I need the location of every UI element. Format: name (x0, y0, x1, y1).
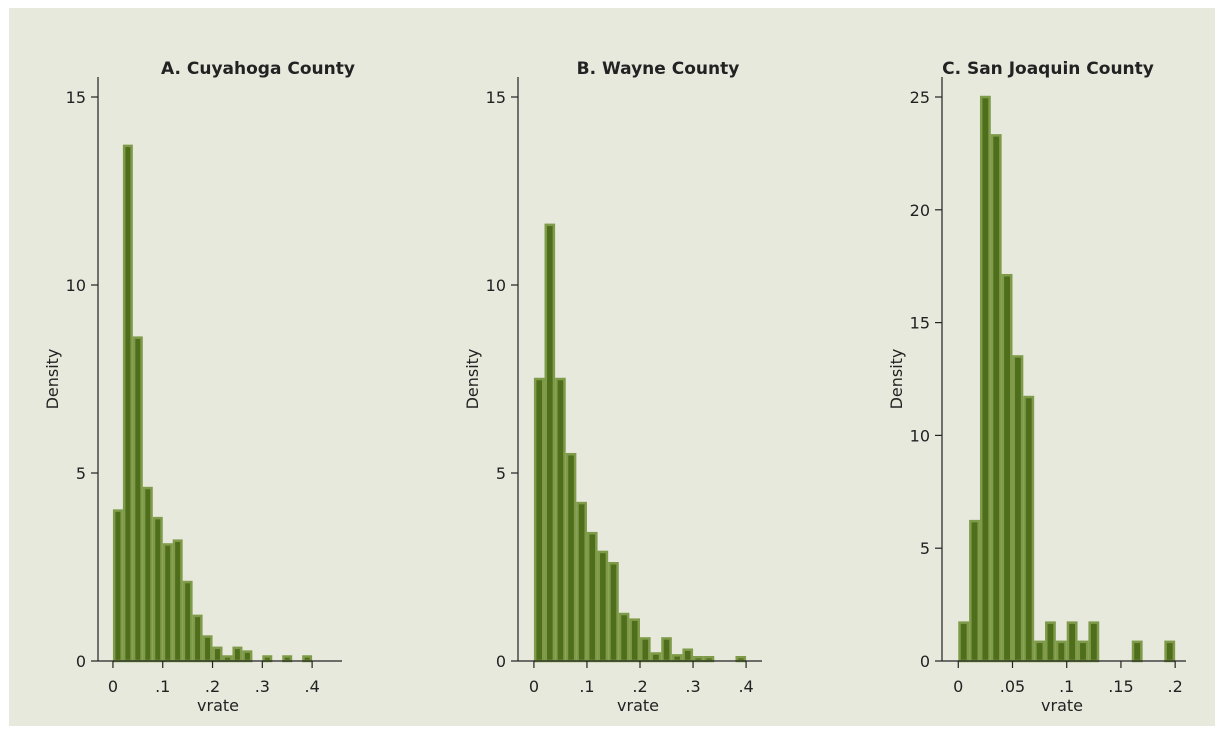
histogram-bar (650, 652, 662, 663)
histogram-bar (192, 614, 203, 663)
x-tick-label: .2 (1168, 677, 1183, 696)
chart-panel-2: B. Wayne County 0 5 10 15 0 .1 .2 .3 .4 vrate Densi… (463, 59, 762, 715)
histogram-bar (1088, 621, 1100, 663)
histogram-bar (1045, 621, 1056, 663)
histogram-bar (1066, 621, 1078, 663)
histogram-bar (1001, 273, 1013, 663)
y-tick-label: 5 (920, 539, 930, 558)
chart-panel-3: C. San Joaquin County 0 5 10 15 20 25 0 .05 .1 .15… (887, 59, 1186, 715)
histogram-bar (958, 621, 970, 663)
x-tick-label: 0 (108, 677, 118, 696)
y-tick-label: 15 (910, 314, 930, 333)
histogram-bar (122, 144, 133, 663)
x-tick-label: .1 (579, 677, 594, 696)
histogram-bar (262, 655, 273, 663)
histogram-bar (142, 486, 153, 663)
histogram-bar (990, 134, 1002, 663)
histogram-bar (969, 519, 980, 663)
histogram-bar (232, 646, 243, 663)
histogram-bar (132, 336, 143, 663)
chart-title: B. Wayne County (577, 59, 740, 79)
histogram-bar (1164, 640, 1176, 663)
y-tick-label: 0 (76, 652, 86, 671)
histogram-bar (202, 635, 213, 663)
histogram-bar (1077, 640, 1089, 663)
histogram-bar (242, 650, 253, 663)
histogram-bar (597, 550, 609, 663)
x-tick-label: .4 (738, 677, 753, 696)
x-tick-label: .4 (304, 677, 319, 696)
histogram-bar (152, 516, 163, 663)
x-tick-label: .2 (632, 677, 647, 696)
x-tick-label: .1 (1059, 677, 1074, 696)
y-tick-label: 25 (910, 88, 930, 107)
histogram-bar (586, 531, 598, 663)
histogram-bar (544, 223, 556, 663)
y-tick-label: 20 (910, 201, 930, 220)
x-axis-label: vrate (197, 696, 239, 715)
histogram-bar (182, 580, 193, 663)
histogram-bar (302, 655, 313, 663)
histogram-bar (212, 646, 223, 663)
histogram-bar (661, 637, 672, 663)
histogram-bar (555, 377, 566, 663)
x-axis-label: vrate (1041, 696, 1083, 715)
histogram-bar (1012, 355, 1024, 663)
y-axis-label: Density (887, 349, 906, 410)
x-tick-label: .3 (255, 677, 270, 696)
histogram-bar (222, 655, 233, 663)
y-tick-label: 10 (486, 276, 506, 295)
histogram-bar (576, 501, 587, 663)
histogram-bar (608, 561, 619, 663)
y-tick-label: 5 (76, 464, 86, 483)
x-tick-label: .1 (155, 677, 170, 696)
histogram-bar (1034, 640, 1046, 663)
x-tick-label: 0 (529, 677, 539, 696)
x-tick-label: .15 (1108, 677, 1133, 696)
x-axis-label: vrate (617, 696, 659, 715)
chart-title: C. San Joaquin County (942, 59, 1154, 79)
histogram-bar (682, 648, 694, 663)
y-tick-label: 10 (910, 426, 930, 445)
histogram-bar (1023, 395, 1035, 663)
y-tick-label: 15 (486, 88, 506, 107)
histogram-bar (629, 618, 640, 663)
histogram-bar (162, 543, 173, 663)
x-tick-label: .3 (685, 677, 700, 696)
histogram-bar (1055, 640, 1067, 663)
histogram-bar (618, 612, 630, 663)
histogram-bar (1131, 640, 1143, 663)
histogram-bar (112, 509, 123, 663)
y-axis-label: Density (43, 349, 62, 410)
x-tick-label: .05 (1000, 677, 1025, 696)
histogram-bar (172, 539, 183, 663)
chart-title: A. Cuyahoga County (161, 59, 355, 79)
y-tick-label: 15 (66, 88, 86, 107)
histogram-bar (565, 452, 577, 663)
histogram-bar (533, 377, 545, 663)
y-tick-label: 0 (920, 652, 930, 671)
chart-panel-1: A. Cuyahoga County 0 5 10 15 0 .1 .2 .3 .4 vrate De… (43, 59, 355, 715)
histogram-bar (979, 95, 991, 663)
histogram-bar (282, 655, 293, 663)
x-tick-label: .2 (205, 677, 220, 696)
y-tick-label: 0 (496, 652, 506, 671)
histogram-bar (671, 654, 683, 663)
x-tick-label: 0 (953, 677, 963, 696)
y-tick-label: 5 (496, 464, 506, 483)
y-axis-label: Density (463, 349, 482, 410)
y-tick-label: 10 (66, 276, 86, 295)
histogram-bar (640, 637, 651, 663)
